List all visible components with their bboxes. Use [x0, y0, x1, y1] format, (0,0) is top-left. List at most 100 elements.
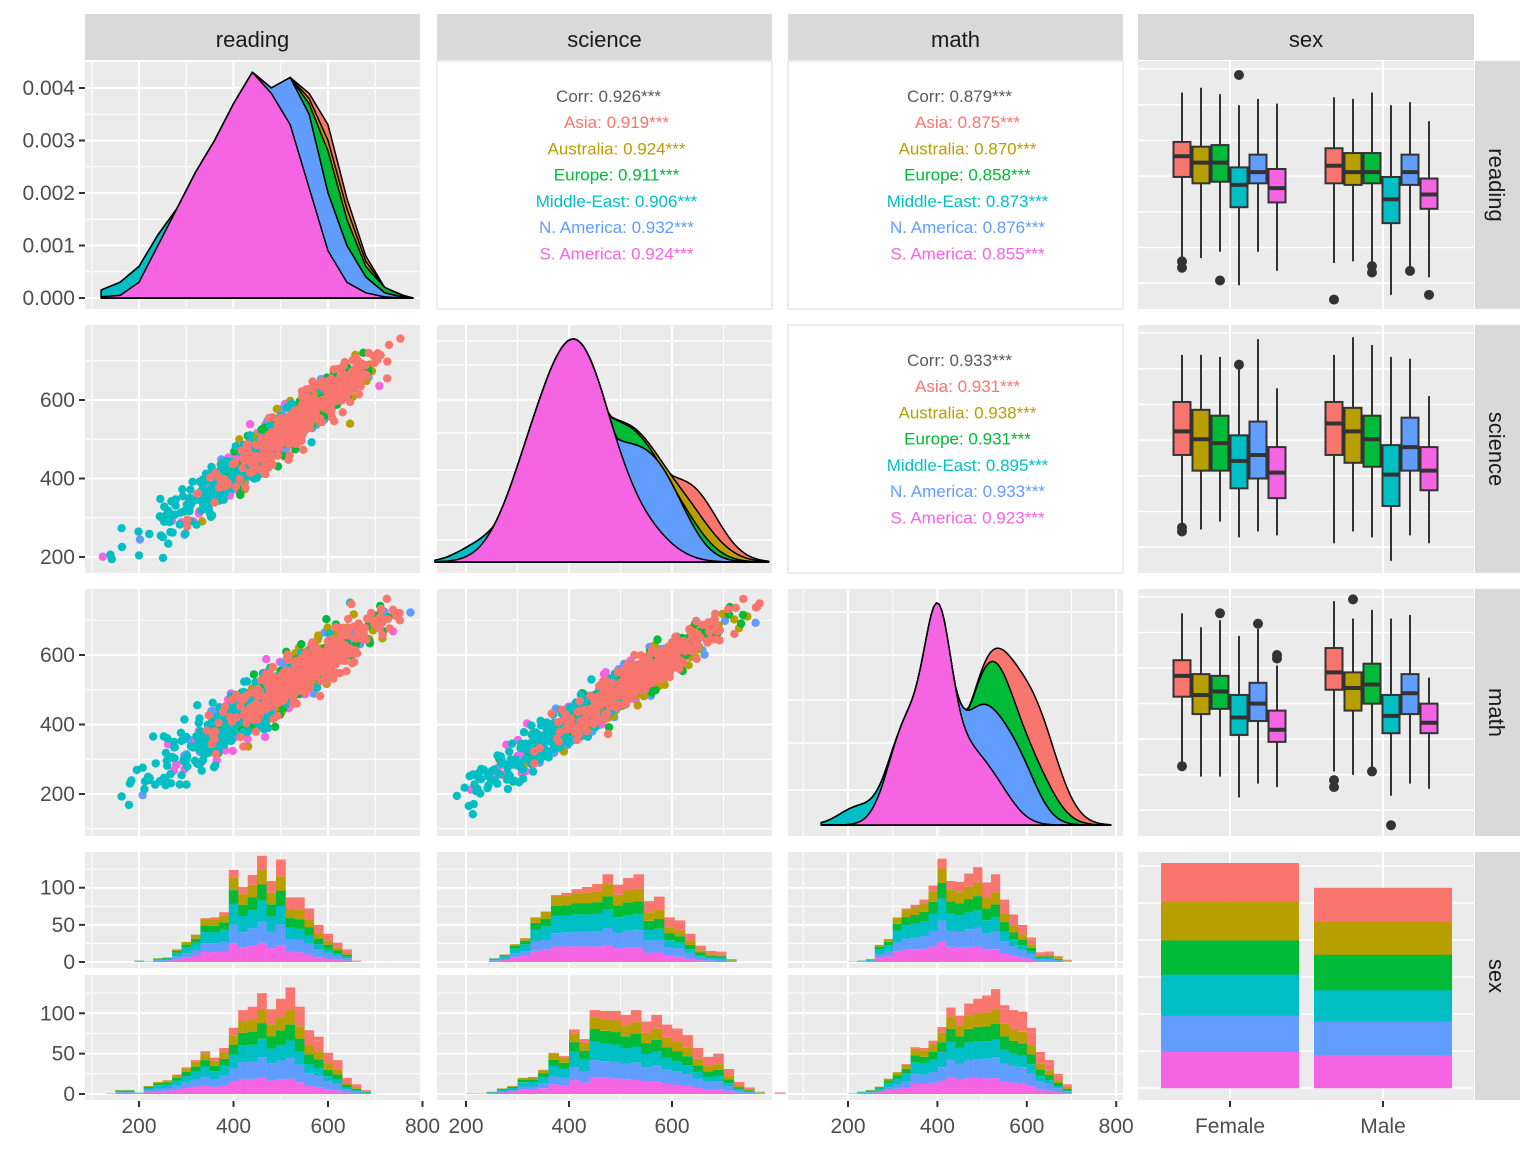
scatter-point [542, 718, 552, 727]
scatter-point [245, 468, 254, 477]
histogram-bar-segment [313, 926, 324, 934]
histogram-bar-segment [654, 898, 665, 910]
histogram-bar-segment [1035, 959, 1045, 961]
scatter-point [171, 495, 180, 504]
histogram-bar-segment [257, 869, 267, 885]
scatter-point [287, 683, 296, 692]
histogram-bar-segment [919, 1074, 929, 1084]
histogram-bar-segment [991, 1078, 1001, 1094]
histogram-bar-segment [955, 1079, 965, 1094]
histogram-bar-segment [520, 938, 531, 941]
histogram-bar-segment [569, 1067, 580, 1081]
scatter-point [269, 693, 279, 702]
histogram-bar-segment [1017, 957, 1028, 962]
corr-group-asia: Asia: 0.875*** [915, 113, 1020, 132]
histogram-bar-segment [313, 1087, 324, 1094]
scatter-point [582, 726, 592, 736]
histogram-bar-segment [342, 949, 352, 951]
histogram-bar-segment [991, 989, 1001, 992]
histogram-bar-segment [257, 855, 267, 870]
histogram-bar-segment [955, 1015, 965, 1026]
histogram-bar-segment [548, 1076, 559, 1085]
histogram-bar-segment [672, 1084, 683, 1094]
scatter-point [159, 773, 169, 782]
histogram-bar-segment [276, 906, 286, 925]
histogram-bar-segment [219, 922, 229, 930]
histogram-bar-segment [509, 944, 521, 946]
histogram-bar-segment [919, 1050, 929, 1057]
histogram-bar-segment [910, 1047, 920, 1049]
histogram-bar-segment [955, 931, 965, 948]
histogram-bar-segment [219, 951, 229, 962]
histogram-bar-segment [661, 1037, 673, 1048]
histogram-bar-segment [946, 946, 956, 962]
histogram-bar-segment [530, 923, 541, 930]
histogram-bar-segment [1044, 957, 1054, 959]
scatter-point [270, 430, 280, 440]
histogram-bar-segment [228, 1054, 239, 1069]
histogram-bar-segment [1000, 899, 1010, 903]
histogram-bar-segment [641, 1081, 652, 1094]
scatter-point [265, 436, 274, 445]
scatter-point [298, 393, 307, 402]
histogram-bar-segment [955, 1036, 965, 1048]
y-tick-label: 0.001 [22, 235, 75, 258]
scatter-point [505, 771, 514, 780]
histogram-bar-segment [630, 1046, 642, 1063]
histogram-bar-segment [499, 960, 511, 962]
x-tick-label: 800 [405, 1115, 440, 1138]
histogram-bar-segment [527, 1079, 539, 1082]
histogram-bar-segment [1053, 1073, 1063, 1076]
scatter-point [239, 453, 248, 463]
histogram-bar-segment [527, 1089, 539, 1094]
histogram-bar-segment [219, 1075, 229, 1085]
histogram-bar-segment [247, 1031, 258, 1045]
scatter-point [237, 446, 246, 455]
histogram-bar-segment [323, 1081, 333, 1090]
histogram-bar-segment [276, 876, 286, 891]
histogram-bar-segment [238, 904, 248, 916]
scatter-point [271, 722, 280, 731]
histogram-bar-segment [342, 1089, 352, 1093]
histogram-bar-segment [520, 944, 531, 952]
histogram-bar-segment [323, 1064, 333, 1070]
scatter-point [252, 440, 261, 450]
histogram-bar-segment [285, 951, 296, 962]
histogram-bar-segment [332, 1062, 343, 1070]
scatter-point [260, 732, 270, 742]
scatter-point [653, 635, 662, 644]
histogram-bar-segment [551, 895, 562, 897]
histogram-bar-segment [276, 859, 286, 861]
histogram-bar-segment [219, 915, 229, 923]
scatter-point [313, 647, 323, 656]
histogram-bar-segment [540, 918, 552, 927]
histogram-bar-segment [643, 901, 655, 903]
histogram-bar-segment [561, 892, 572, 896]
histogram-bar-segment [589, 1029, 601, 1042]
corr-group-n-america: N. America: 0.932*** [539, 218, 694, 237]
histogram-bar-segment [496, 1091, 508, 1093]
histogram-bar-segment [571, 946, 583, 962]
histogram-bar-segment [1026, 944, 1036, 948]
histogram-bar-segment [191, 955, 201, 962]
histogram-bar-segment [910, 949, 920, 962]
histogram-bar-segment [332, 947, 343, 951]
histogram-bar-segment [219, 1085, 229, 1094]
scatter-point [340, 628, 350, 637]
histogram-bar-segment [486, 1093, 498, 1094]
scatter-point [262, 655, 271, 664]
histogram-bar-segment [313, 1059, 324, 1068]
histogram-bar-segment [723, 1070, 735, 1076]
histogram-bar-segment [571, 893, 583, 904]
histogram-bar-segment [342, 1079, 352, 1083]
histogram-bar-segment [1026, 1027, 1036, 1033]
scatter-point [268, 413, 277, 422]
histogram-bar-segment [865, 1090, 876, 1091]
histogram-bar-segment [569, 1080, 580, 1094]
scatter-point [236, 732, 245, 742]
histogram-bar-segment [937, 921, 947, 942]
histogram-bar-segment [1053, 960, 1063, 962]
histogram-bar-segment [228, 943, 239, 962]
scatter-point [345, 419, 355, 428]
scatter-point [603, 698, 613, 707]
